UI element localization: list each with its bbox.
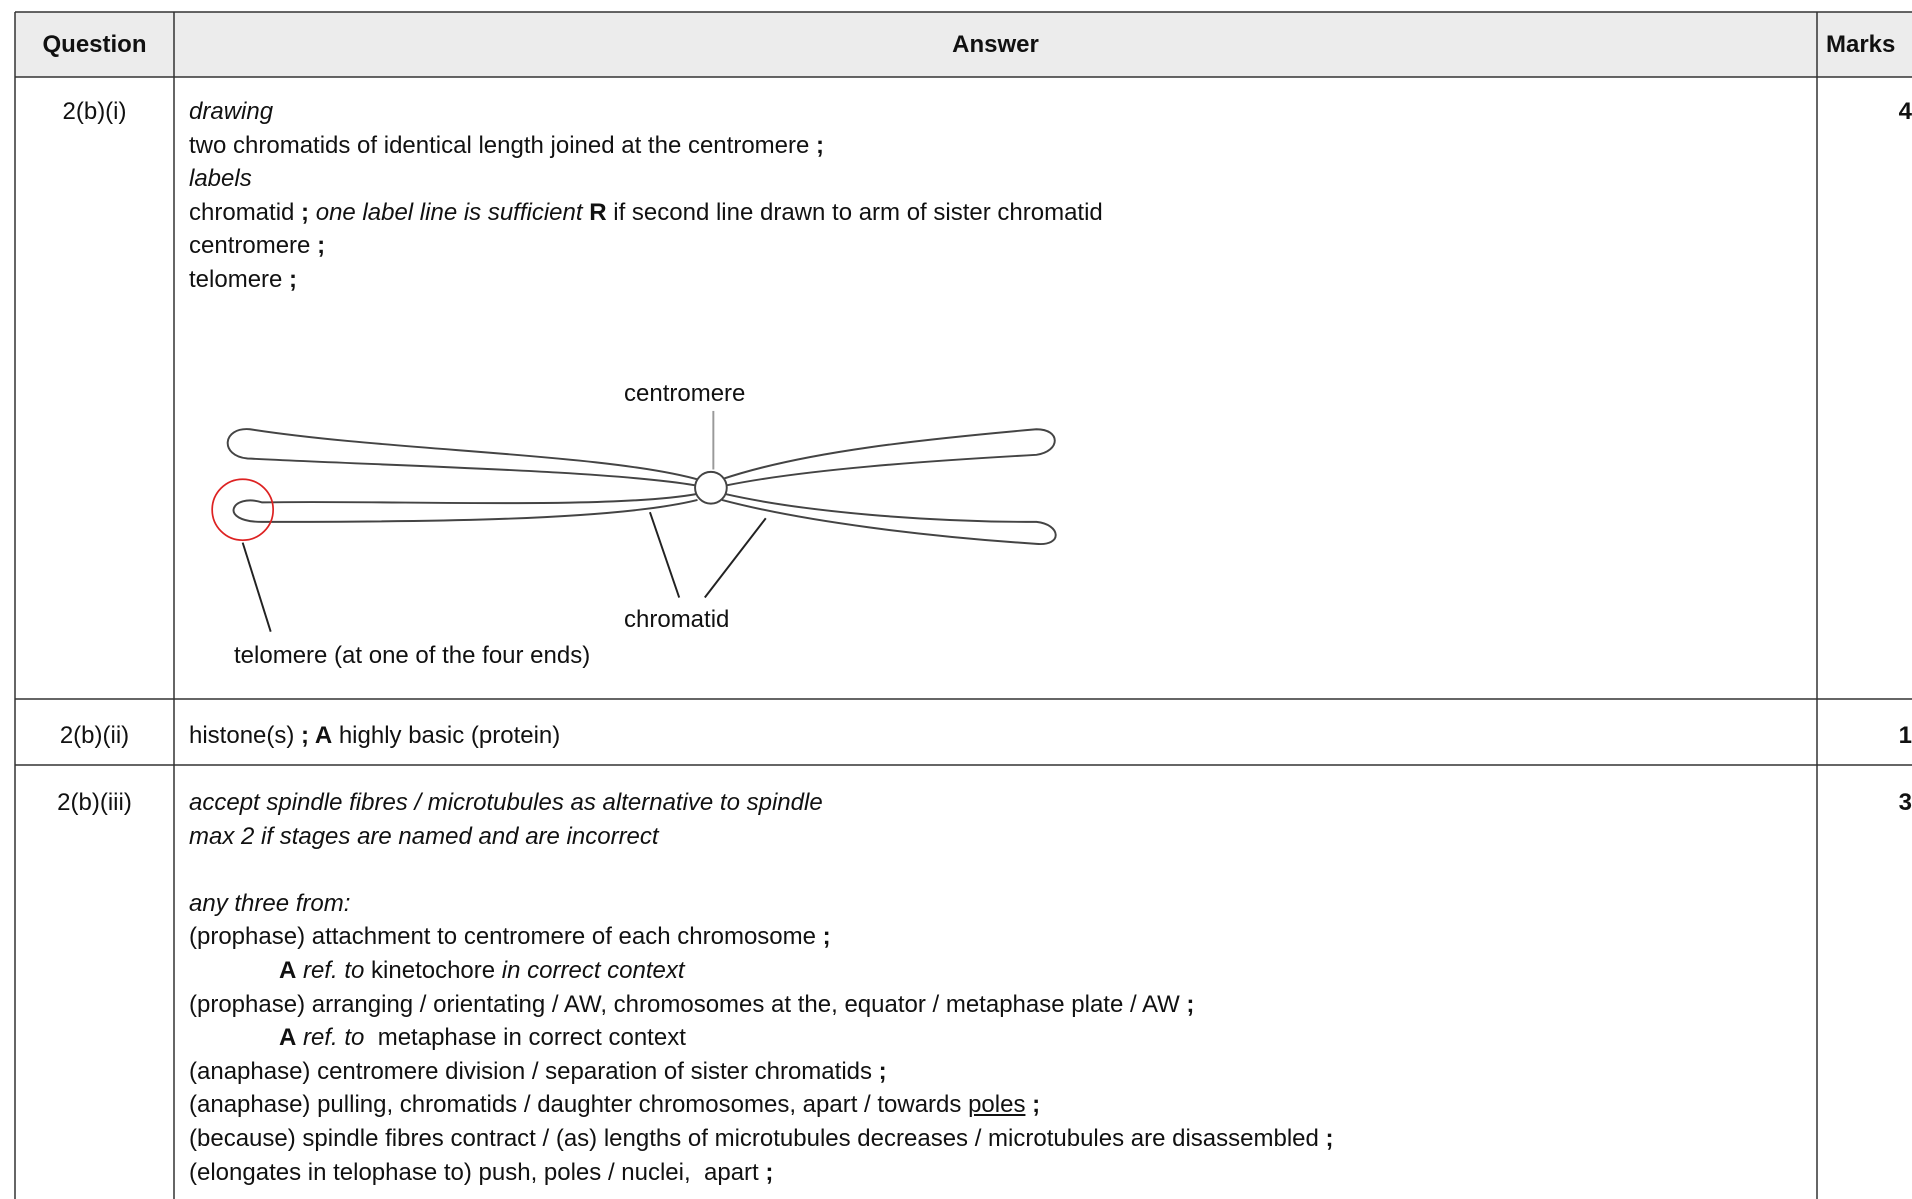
text-segment: max 2 if stages are named and are incorr…: [189, 822, 659, 850]
header-background: [15, 12, 1912, 77]
answer-line: A ref. to kinetochore in correct context: [189, 954, 1809, 988]
header-answer: Answer: [952, 31, 1039, 58]
answer-line: histone(s) ; A highly basic (protein): [189, 719, 1809, 753]
text-segment: (elongates in telophase to) push, poles …: [189, 1158, 766, 1186]
text-segment: (anaphase) centromere division / separat…: [189, 1057, 879, 1085]
figure-label: centromere: [624, 380, 745, 407]
answer-cell: drawing two chromatids of identical lengt…: [189, 95, 1809, 297]
text-segment: (prophase) attachment to centromere of e…: [189, 923, 823, 951]
answer-line: (prophase) arranging / orientating / AW,…: [189, 988, 1809, 1022]
text-segment: ;: [822, 923, 831, 951]
text-segment: telomere: [189, 265, 290, 293]
text-segment: ; A: [301, 722, 333, 749]
label-line: [704, 517, 767, 599]
text-segment: A: [279, 956, 297, 984]
answer-cell: accept spindle fibres / microtubules as …: [189, 786, 1809, 1189]
answer-line: any three from:: [189, 887, 1809, 921]
text-segment: ref. to: [296, 1024, 365, 1052]
chromatid-arm: [232, 492, 698, 523]
text-segment: metaphase in correct context: [364, 1024, 686, 1052]
answer-line: (because) spindle fibres contract / (as)…: [189, 1122, 1809, 1156]
answer-line: labels: [189, 162, 1809, 196]
text-segment: one label line is sufficient: [309, 198, 590, 226]
text-segment: accept spindle fibres / microtubules as …: [189, 789, 823, 816]
text-segment: in correct context: [495, 956, 685, 984]
text-segment: A: [279, 1024, 297, 1052]
centromere: [694, 470, 728, 505]
chromatid-arm: [226, 428, 702, 487]
text-segment: any three from:: [189, 889, 351, 917]
answer-line: drawing: [189, 95, 1809, 129]
text-segment: ;: [1025, 1091, 1041, 1119]
answer-line: two chromatids of identical length joine…: [189, 129, 1809, 163]
question-cell: 2(b)(ii): [59, 722, 130, 749]
text-segment: if second line drawn to arm of sister ch…: [606, 198, 1103, 226]
marks-cell: 4: [1898, 98, 1912, 125]
question-cell: 2(b)(i): [62, 98, 127, 125]
label-line: [241, 542, 272, 632]
text-segment: kinetochore: [364, 956, 496, 984]
answer-cell: histone(s) ; A highly basic (protein): [189, 719, 1809, 753]
question-cell: 2(b)(iii): [57, 789, 132, 816]
text-segment: (because) spindle fibres contract / (as)…: [189, 1124, 1326, 1152]
text-segment: chromatid: [189, 198, 302, 226]
answer-line: [189, 853, 1809, 887]
header-question: Question: [42, 31, 147, 58]
header-marks: Marks: [1826, 31, 1896, 58]
text-segment: ;: [1186, 990, 1195, 1018]
answer-line: chromatid ; one label line is sufficient…: [189, 196, 1809, 230]
answer-line: max 2 if stages are named and are incorr…: [189, 820, 1809, 854]
text-segment: (prophase) arranging / orientating / AW,…: [189, 990, 1187, 1018]
telomere-highlight: [211, 478, 274, 542]
text-segment: two chromatids of identical length joine…: [189, 131, 817, 159]
text-segment: ;: [765, 1158, 774, 1186]
answer-line: telomere ;: [189, 263, 1809, 297]
answer-line: accept spindle fibres / microtubules as …: [189, 786, 1809, 820]
text-segment: histone(s): [189, 722, 302, 749]
chromosome-figure: [211, 410, 1057, 632]
figure-label: chromatid: [624, 606, 729, 633]
text-segment: labels: [189, 165, 252, 193]
grid-lines: [14, 11, 1912, 1199]
text-segment: ;: [1325, 1124, 1334, 1152]
marks-cell: 3: [1898, 789, 1912, 816]
answer-line: (anaphase) pulling, chromatids / daughte…: [189, 1088, 1809, 1122]
text-segment: drawing: [189, 98, 274, 125]
text-segment: (anaphase) pulling, chromatids / daughte…: [189, 1091, 969, 1119]
answer-line: centromere ;: [189, 229, 1809, 263]
marks-cell: 1: [1898, 722, 1912, 749]
answer-line: (elongates in telophase to) push, poles …: [189, 1156, 1809, 1190]
text-segment: ;: [289, 265, 298, 293]
text-segment: ;: [317, 232, 326, 260]
text-segment: ;: [816, 131, 825, 159]
text-segment: highly basic (protein): [332, 722, 561, 749]
figure-label: telomere (at one of the four ends): [234, 642, 590, 669]
text-segment: centromere: [189, 232, 318, 260]
answer-line: (anaphase) centromere division / separat…: [189, 1055, 1809, 1089]
chromatid-arm: [721, 428, 1056, 487]
text-segment: ;: [301, 198, 310, 226]
text-segment: poles: [968, 1091, 1026, 1119]
text-segment: ;: [878, 1057, 887, 1085]
text-segment: ref. to: [296, 956, 365, 984]
label-line: [649, 511, 681, 598]
text-segment: R: [589, 198, 607, 226]
answer-line: (prophase) attachment to centromere of e…: [189, 920, 1809, 954]
chromatid-arm: [721, 492, 1057, 545]
answer-line: A ref. to metaphase in correct context: [189, 1021, 1809, 1055]
